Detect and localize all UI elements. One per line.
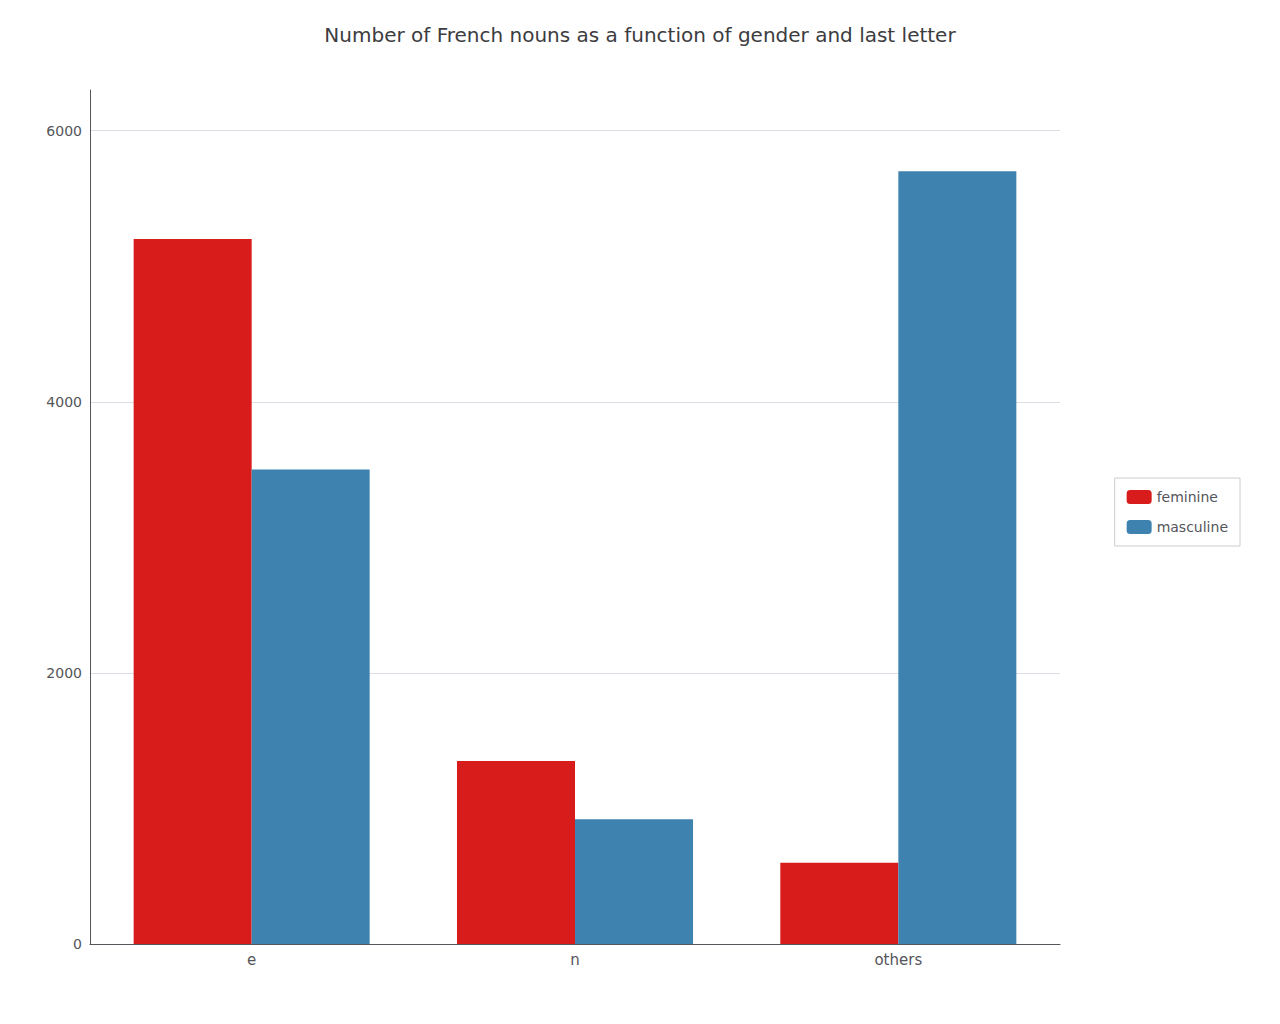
svg-text:others: others <box>874 951 922 969</box>
svg-text:n: n <box>570 951 580 969</box>
svg-text:0: 0 <box>73 936 82 952</box>
svg-text:e: e <box>247 951 256 969</box>
svg-text:feminine: feminine <box>1157 489 1218 505</box>
svg-text:4000: 4000 <box>46 394 82 410</box>
svg-text:2000: 2000 <box>46 665 82 681</box>
svg-text:Number of French nouns as a fu: Number of French nouns as a function of … <box>324 23 956 47</box>
svg-text:6000: 6000 <box>46 123 82 139</box>
svg-text:masculine: masculine <box>1157 519 1228 535</box>
